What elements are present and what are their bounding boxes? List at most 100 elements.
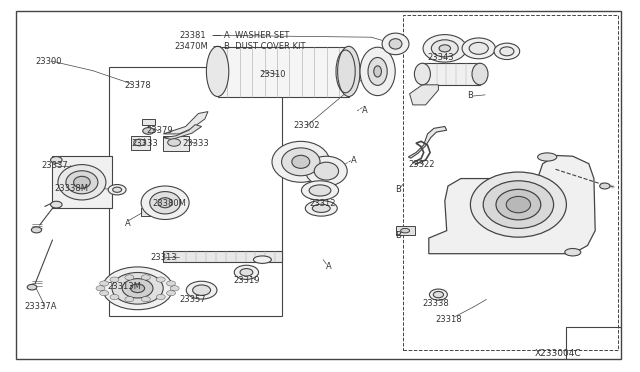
Text: — B  DUST COVER KIT: — B DUST COVER KIT [213, 42, 306, 51]
Ellipse shape [110, 277, 119, 282]
Bar [396, 226, 415, 235]
Text: X233004C: X233004C [534, 349, 581, 358]
Ellipse shape [134, 139, 145, 146]
Ellipse shape [470, 172, 566, 237]
Text: 23333: 23333 [131, 139, 158, 148]
Text: 23379: 23379 [146, 126, 173, 135]
Ellipse shape [429, 289, 447, 300]
Ellipse shape [240, 269, 253, 276]
Ellipse shape [253, 256, 271, 263]
Text: 23300: 23300 [35, 57, 61, 66]
Ellipse shape [469, 42, 488, 54]
Text: 23381: 23381 [179, 31, 206, 40]
Ellipse shape [141, 275, 150, 280]
Ellipse shape [141, 186, 189, 219]
Ellipse shape [125, 296, 134, 302]
Ellipse shape [150, 192, 180, 214]
Bar [52, 156, 112, 208]
Ellipse shape [112, 272, 163, 304]
Ellipse shape [301, 181, 339, 200]
Ellipse shape [382, 33, 409, 55]
Text: 23378: 23378 [125, 81, 152, 90]
Ellipse shape [282, 148, 320, 176]
Text: 23380M: 23380M [152, 199, 186, 208]
Ellipse shape [494, 43, 520, 60]
Text: 23318: 23318 [435, 315, 462, 324]
Ellipse shape [439, 45, 451, 52]
Text: 23338: 23338 [422, 299, 449, 308]
Ellipse shape [193, 285, 211, 295]
Ellipse shape [314, 162, 339, 180]
Text: 23302: 23302 [293, 121, 319, 130]
Text: 23333: 23333 [182, 139, 209, 148]
Text: B: B [467, 92, 473, 100]
Ellipse shape [100, 281, 109, 286]
Ellipse shape [166, 281, 175, 286]
Ellipse shape [74, 176, 90, 188]
Ellipse shape [564, 248, 581, 256]
Ellipse shape [122, 279, 153, 298]
Text: — A  WASHER SET: — A WASHER SET [213, 31, 289, 40]
Bar [422, 63, 480, 85]
Ellipse shape [125, 275, 134, 280]
Text: 23312: 23312 [309, 199, 335, 208]
Ellipse shape [401, 228, 410, 233]
Bar [142, 119, 155, 125]
Ellipse shape [305, 201, 337, 216]
Ellipse shape [156, 277, 165, 282]
Ellipse shape [306, 156, 347, 186]
Ellipse shape [374, 66, 381, 77]
Ellipse shape [108, 185, 126, 195]
Ellipse shape [31, 227, 42, 233]
Ellipse shape [312, 204, 330, 212]
Ellipse shape [156, 294, 165, 299]
Ellipse shape [102, 267, 173, 310]
Bar [218, 46, 349, 97]
Text: 23337A: 23337A [24, 302, 57, 311]
Ellipse shape [110, 294, 119, 299]
Ellipse shape [186, 281, 217, 299]
Text: 23313: 23313 [150, 253, 177, 262]
Ellipse shape [538, 153, 557, 161]
Ellipse shape [472, 63, 488, 85]
Text: 23338M: 23338M [54, 184, 88, 193]
Ellipse shape [166, 291, 175, 296]
Text: 23322: 23322 [408, 160, 435, 169]
Ellipse shape [168, 139, 180, 146]
Ellipse shape [309, 185, 331, 196]
Ellipse shape [500, 47, 514, 56]
Text: 23310: 23310 [259, 70, 285, 79]
Bar [131, 136, 150, 150]
Ellipse shape [113, 187, 122, 192]
Text: A: A [125, 219, 131, 228]
Polygon shape [429, 155, 595, 254]
Bar [163, 136, 189, 151]
Ellipse shape [272, 141, 330, 182]
Text: 23319: 23319 [234, 276, 260, 285]
Text: A: A [326, 262, 332, 271]
Ellipse shape [158, 198, 172, 208]
Ellipse shape [292, 155, 310, 168]
Ellipse shape [96, 286, 105, 291]
Ellipse shape [368, 57, 387, 85]
Bar [163, 251, 282, 262]
Text: A: A [351, 156, 356, 165]
Ellipse shape [143, 128, 154, 134]
Text: B: B [396, 231, 401, 240]
Ellipse shape [600, 183, 610, 189]
Ellipse shape [433, 292, 444, 298]
Polygon shape [410, 85, 438, 105]
Ellipse shape [207, 46, 229, 96]
Bar [109, 67, 282, 316]
Ellipse shape [58, 164, 106, 200]
Ellipse shape [496, 189, 541, 220]
Bar [141, 208, 150, 216]
Ellipse shape [423, 35, 467, 62]
Ellipse shape [389, 39, 402, 49]
Ellipse shape [100, 291, 109, 296]
Ellipse shape [415, 63, 431, 85]
Ellipse shape [234, 265, 259, 279]
Ellipse shape [27, 284, 36, 290]
Ellipse shape [170, 286, 179, 291]
Polygon shape [408, 126, 447, 158]
